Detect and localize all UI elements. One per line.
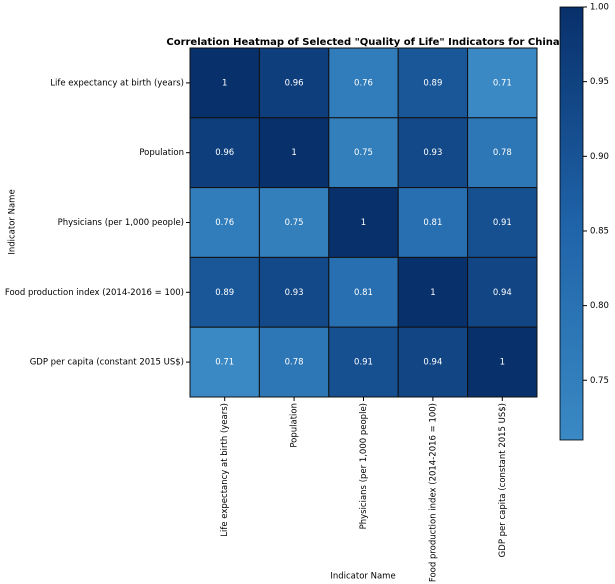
x-tick-label: Life expectancy at birth (years): [220, 403, 230, 537]
cell-label: 0.96: [285, 78, 304, 88]
colorbar-tick-label: 0.90: [590, 152, 609, 162]
cell-label: 0.91: [493, 218, 512, 228]
heatmap-cell: [397, 256, 469, 328]
cell-label: 0.93: [285, 288, 304, 298]
cell-label: 0.78: [493, 148, 512, 158]
cell-label: 1: [361, 218, 366, 228]
y-tick-label: Population: [139, 148, 184, 158]
heatmap-cell: [397, 187, 469, 258]
cell-label: 0.91: [354, 358, 373, 368]
heatmap-cell: [467, 117, 538, 189]
heatmap-cell: [258, 187, 330, 258]
cell-label: 0.75: [285, 218, 304, 228]
cell-label: 1: [500, 358, 505, 368]
y-tick-label: Life expectancy at birth (years): [50, 78, 184, 88]
y-tick-label: Physicians (per 1,000 people): [58, 218, 184, 228]
colorbar-tick-label: 0.95: [590, 77, 609, 87]
cell-label: 1: [291, 148, 296, 158]
colorbar: [559, 6, 584, 441]
cell-label: 1: [222, 78, 227, 88]
heatmap-cell: [328, 117, 399, 189]
heatmap-cell: [467, 326, 538, 398]
x-tick-label: GDP per capita (constant 2015 US$): [498, 403, 508, 557]
cell-label: 0.81: [423, 218, 442, 228]
heatmap-cell: [328, 326, 399, 398]
heatmap-cell: [467, 187, 538, 258]
cell-label: 0.71: [493, 78, 512, 88]
heatmap-cell: [397, 47, 469, 119]
y-tick-label: Food production index (2014-2016 = 100): [5, 288, 184, 298]
heatmap-cell: [189, 47, 260, 119]
x-tick-label: Physicians (per 1,000 people): [359, 403, 369, 529]
colorbar-tick-label: 1.00: [590, 3, 609, 13]
cell-label: 0.75: [354, 148, 373, 158]
chart-title: Correlation Heatmap of Selected "Quality…: [166, 37, 559, 48]
cell-label: 0.71: [215, 358, 234, 368]
colorbar-tick-label: 0.75: [590, 376, 609, 386]
y-tick-label: GDP per capita (constant 2015 US$): [30, 358, 184, 368]
heatmap-cell: [258, 326, 330, 398]
cell-label: 0.78: [285, 358, 304, 368]
x-axis-label: Indicator Name: [330, 572, 395, 582]
cell-label: 0.81: [354, 288, 373, 298]
heatmap-cell: [328, 256, 399, 328]
cell-label: 0.96: [215, 148, 234, 158]
cell-label: 0.89: [215, 288, 234, 298]
heatmap-cell: [258, 256, 330, 328]
x-tick-label: Food production index (2014-2016 = 100): [428, 403, 438, 582]
cell-label: 0.94: [423, 358, 442, 368]
cell-label: 0.76: [354, 78, 373, 88]
colorbar-tick-label: 0.80: [590, 301, 609, 311]
x-tick-label: Population: [290, 403, 300, 448]
y-axis-label: Indicator Name: [8, 189, 18, 254]
heatmap-cell: [328, 47, 399, 119]
heatmap-cell: [467, 256, 538, 328]
colorbar-tick-label: 0.85: [590, 226, 609, 236]
cell-label: 0.76: [215, 218, 234, 228]
cell-label: 0.93: [423, 148, 442, 158]
cell-label: 0.94: [493, 288, 512, 298]
heatmap-cell: [189, 326, 260, 398]
heatmap-cell: [258, 47, 330, 119]
heatmap-cell: [189, 117, 260, 189]
cell-label: 0.89: [423, 78, 442, 88]
cell-label: 1: [430, 288, 435, 298]
